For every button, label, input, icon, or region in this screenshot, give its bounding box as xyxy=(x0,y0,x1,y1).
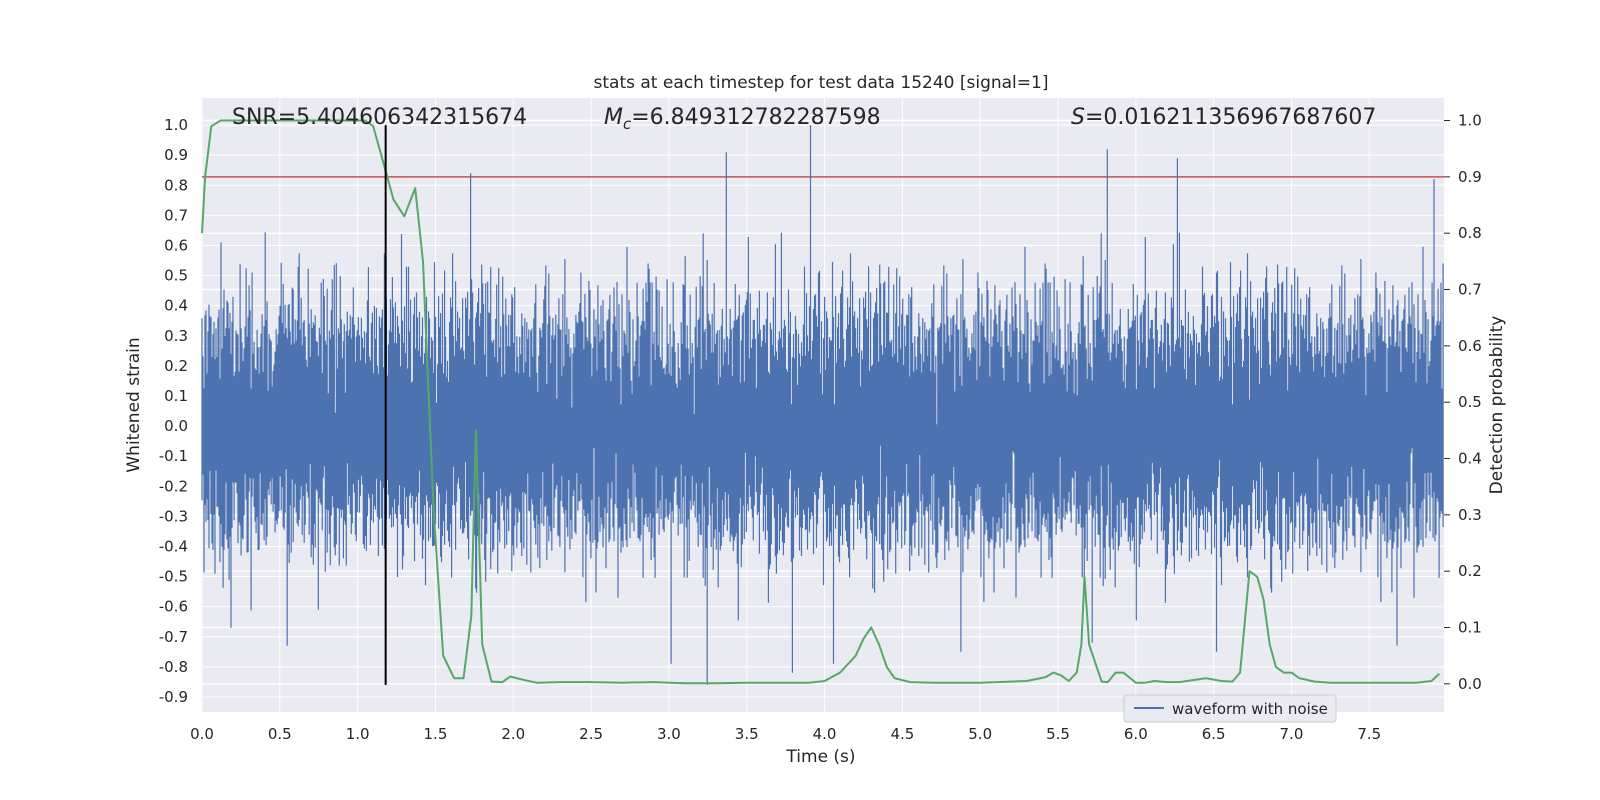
y-tick-label: 0.8 xyxy=(164,176,188,194)
x-tick-label: 0.0 xyxy=(190,725,214,743)
y-axis-label: Whitened strain xyxy=(124,337,144,472)
chart-title: stats at each timestep for test data 152… xyxy=(594,73,1049,93)
x-tick-label: 3.0 xyxy=(657,725,681,743)
x-tick-label: 2.5 xyxy=(579,725,603,743)
x-tick-label: 5.5 xyxy=(1046,725,1070,743)
y2-tick-label: 0.1 xyxy=(1458,619,1482,637)
y-tick-label: 0.7 xyxy=(164,206,188,224)
y2-tick-label: 0.6 xyxy=(1458,337,1482,355)
x-tick-label: 5.0 xyxy=(968,725,992,743)
y2-tick-label: 0.2 xyxy=(1458,562,1482,580)
x-tick-label: 6.5 xyxy=(1202,725,1226,743)
y-tick-label: 0.5 xyxy=(164,267,188,285)
y-tick-label: -0.1 xyxy=(159,447,188,465)
y-tick-label: 0.6 xyxy=(164,236,188,254)
x-axis-label: Time (s) xyxy=(785,747,855,767)
y-tick-label: -0.5 xyxy=(159,568,188,586)
legend-box xyxy=(1123,694,1337,723)
legend: waveform with noise xyxy=(1123,694,1337,723)
x-tick-label: 7.0 xyxy=(1280,725,1304,743)
y-tick-label: -0.4 xyxy=(159,537,188,555)
y-tick-label: 1.0 xyxy=(164,116,188,134)
x-tick-label: 0.5 xyxy=(268,725,292,743)
y2-tick-label: 0.9 xyxy=(1458,168,1482,186)
y-tick-label: 0.4 xyxy=(164,297,188,315)
y-tick-label: -0.2 xyxy=(159,477,188,495)
probability-series xyxy=(201,119,1440,685)
y-tick-label: -0.7 xyxy=(159,628,188,646)
y-tick-label: -0.3 xyxy=(159,507,188,525)
x-tick-label: 4.5 xyxy=(890,725,914,743)
x-tick-label: 7.5 xyxy=(1357,725,1381,743)
x-tick-label: 3.5 xyxy=(735,725,759,743)
y-tick-label: 0.9 xyxy=(164,146,188,164)
y-tick-label: 0.3 xyxy=(164,327,188,345)
y-tick-label: 0.1 xyxy=(164,387,188,405)
y-tick-label: -0.9 xyxy=(159,688,188,706)
y2-tick-label: 0.4 xyxy=(1458,450,1482,468)
chirp-mass-annotation: Mc=6.849312782287598 xyxy=(604,105,881,133)
x-tick-label: 2.0 xyxy=(501,725,525,743)
y2-tick-label: 0.0 xyxy=(1458,675,1482,693)
y-tick-label: -0.6 xyxy=(159,598,188,616)
y2-tick-label: 0.8 xyxy=(1458,224,1482,242)
x-tick-label: 4.0 xyxy=(813,725,837,743)
y2-tick-label: 0.3 xyxy=(1458,506,1482,524)
y-tick-label: 0.0 xyxy=(164,417,188,435)
statistic-annotation: S=0.016211356967687607 xyxy=(1071,105,1376,130)
x-tick-label: 6.0 xyxy=(1124,725,1148,743)
y-tick-label: 0.2 xyxy=(164,357,188,375)
x-tick-label: 1.5 xyxy=(424,725,448,743)
y-axis-label-right: Detection probability xyxy=(1487,316,1507,495)
y2-tick-label: 1.0 xyxy=(1458,112,1482,130)
y2-tick-label: 0.5 xyxy=(1458,393,1482,411)
snr-annotation: SNR=5.404606342315674 xyxy=(232,105,527,130)
y-tick-label: -0.8 xyxy=(159,658,188,676)
y2-tick-label: 0.7 xyxy=(1458,281,1482,299)
x-tick-label: 1.0 xyxy=(346,725,370,743)
waveform-series xyxy=(201,125,1444,685)
legend-entry-waveform: waveform with noise xyxy=(1172,700,1328,718)
